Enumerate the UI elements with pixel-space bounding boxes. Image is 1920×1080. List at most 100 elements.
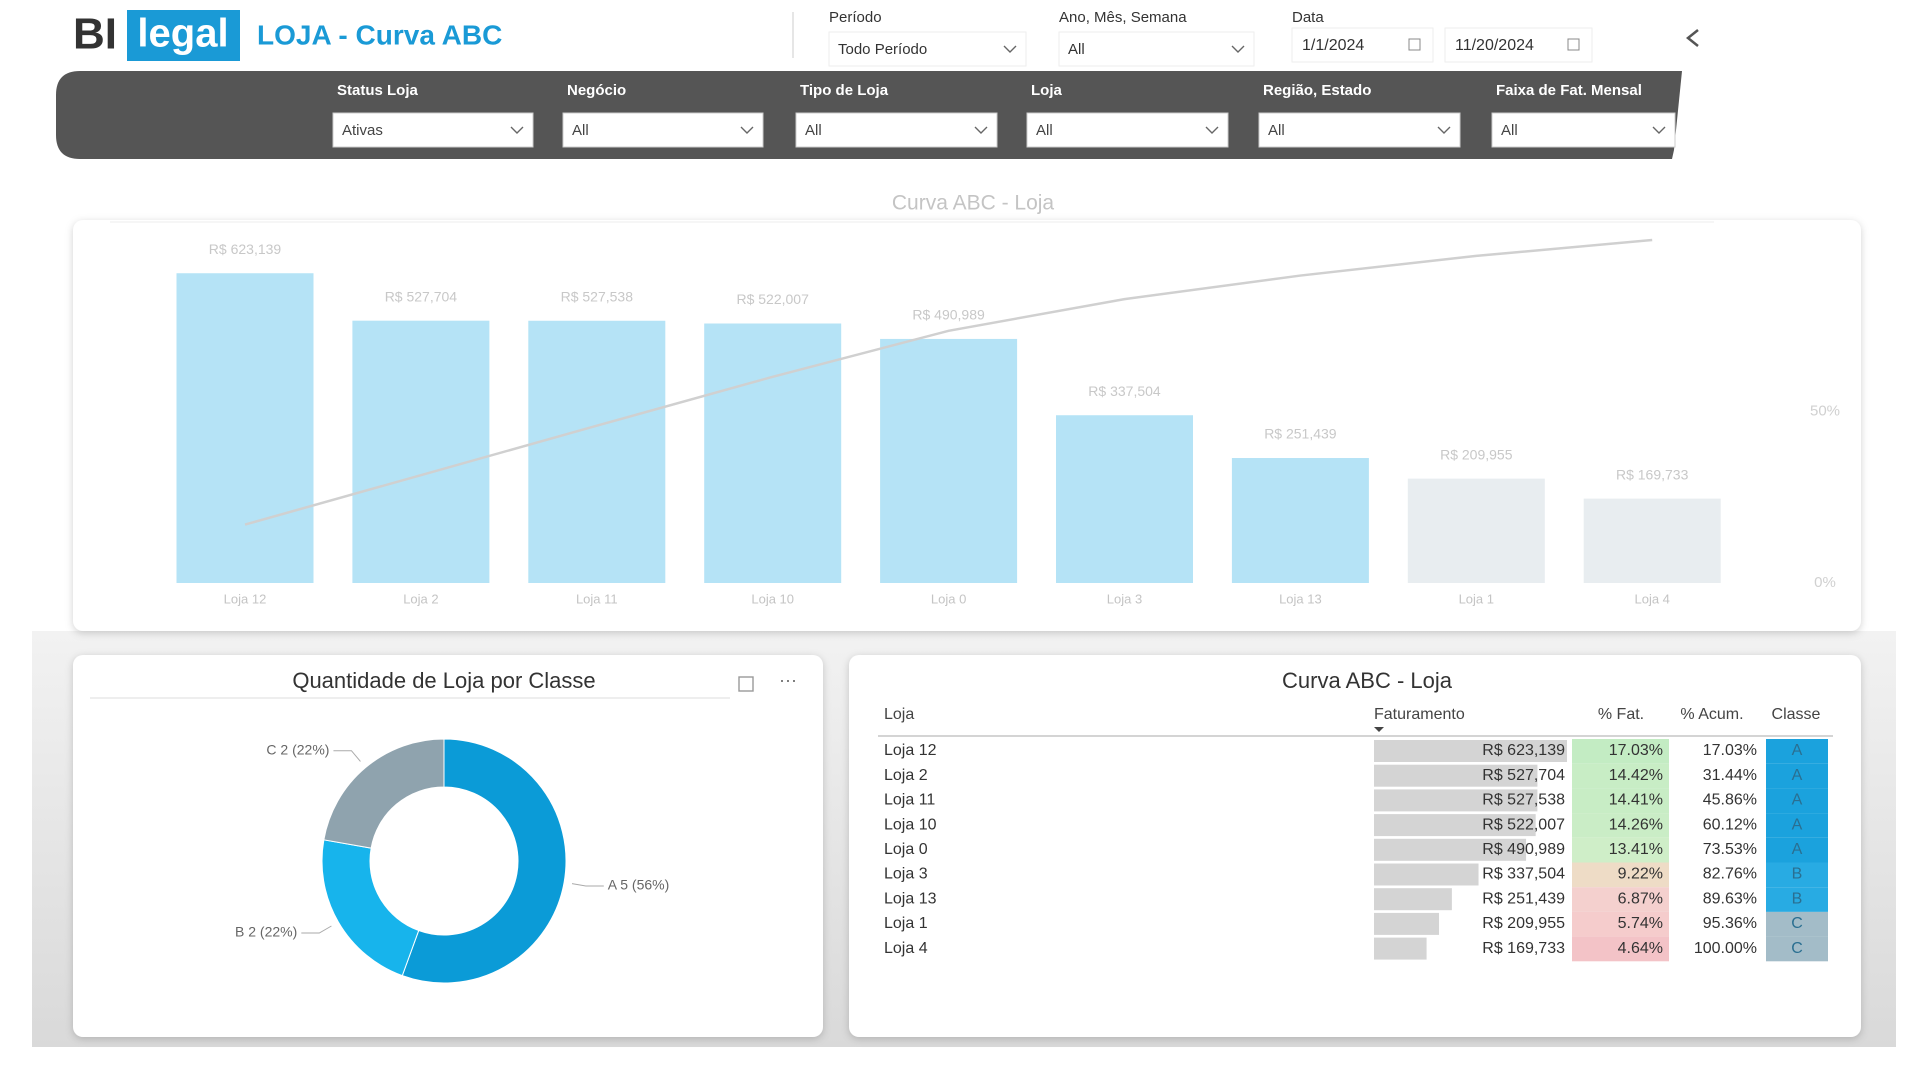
data-bar [1374,814,1536,837]
dropdown-value: All [572,122,589,139]
leader-line [333,750,361,762]
cell: 6.87% [1618,890,1663,907]
leader-line [571,883,604,887]
cell: 4.64% [1618,940,1663,957]
dropdown-value: All [1036,122,1053,139]
data-label: R$ 527,538 [561,288,634,304]
column-header: Loja [884,706,914,723]
donut-label: C 2 (22%) [266,741,329,757]
cell: R$ 337,504 [1482,866,1565,883]
x-tick-label: Loja 12 [224,591,267,606]
cell: R$ 527,704 [1482,767,1565,784]
x-tick-label: Loja 10 [751,591,794,606]
more-options-icon[interactable]: ⋯ [779,671,797,691]
chevron [1437,126,1451,134]
bar[interactable] [1583,498,1721,583]
cell: 73.53% [1703,841,1757,858]
bar[interactable] [176,273,314,583]
cell: R$ 251,439 [1482,890,1565,907]
donut-slice[interactable] [401,738,567,984]
class-cell [1766,813,1828,838]
dropdown-value: Ativas [342,122,383,139]
class-cell [1766,936,1828,962]
bar-chart-title: Curva ABC - Loja [892,192,1055,215]
cell: Loja 0 [884,841,928,858]
cell: Loja 4 [884,940,928,957]
bar[interactable] [528,320,666,583]
filter-label: Data [1292,9,1324,26]
class-cell [1766,911,1828,937]
bar[interactable] [1231,458,1369,583]
dropdown[interactable] [1258,112,1461,148]
dropdown-value: All [1501,122,1518,139]
class-cell [1766,739,1828,764]
dropdown[interactable] [1026,112,1229,148]
pct-cell [1572,763,1669,789]
cell: 45.86% [1703,792,1757,809]
cell: A [1792,742,1803,759]
chevron [1205,126,1219,134]
bar[interactable] [352,320,490,583]
bar[interactable] [1056,415,1193,583]
donut-label: A 5 (56%) [608,877,669,893]
cell: A [1792,767,1803,784]
cell: R$ 490,989 [1482,841,1565,858]
cell: 82.76% [1703,866,1757,883]
x-tick-label: Loja 2 [403,591,438,606]
back-button[interactable] [1685,29,1699,47]
x-tick-label: Loja 0 [931,591,966,606]
donut-slice[interactable] [323,738,445,849]
pct-cell [1572,936,1669,962]
logo-bi: BI [73,10,117,59]
dropdown[interactable] [1491,112,1676,148]
y2-tick-label: 0% [1814,574,1836,591]
cell: A [1792,841,1803,858]
dropdown[interactable] [828,31,1027,67]
cell: 13.41% [1609,841,1663,858]
data-bar [1374,789,1538,812]
slicer-label: Faixa de Fat. Mensal [1496,82,1642,99]
class-cell [1766,763,1828,789]
pct-cell [1572,862,1669,888]
dropdown[interactable] [332,112,534,148]
x-tick-label: Loja 13 [1279,591,1322,606]
cell: R$ 169,733 [1482,940,1565,957]
cell: R$ 527,538 [1482,792,1565,809]
dropdown-value: All [1268,122,1285,139]
bar[interactable] [880,338,1018,583]
class-cell [1766,862,1828,888]
pct-cell [1572,813,1669,838]
column-header: Faturamento [1374,706,1465,723]
cell: 14.42% [1609,767,1663,784]
data-bar [1374,764,1538,787]
cell: Loja 10 [884,816,937,833]
cell: C [1791,915,1803,932]
page-title: LOJA - Curva ABC [257,19,502,50]
cell: 89.63% [1703,890,1757,907]
data-bar [1374,863,1479,886]
dropdown[interactable] [562,112,764,148]
focus-mode-icon[interactable] [738,676,754,692]
cell: 17.03% [1609,742,1663,759]
x-tick-label: Loja 1 [1459,591,1494,606]
dropdown[interactable] [1058,31,1255,67]
data-bar [1374,937,1427,960]
slicer-label: Status Loja [337,82,419,99]
data-label: R$ 522,007 [736,291,809,307]
pct-cell [1572,739,1669,764]
dropdown[interactable] [795,112,998,148]
data-label: R$ 209,955 [1440,446,1513,462]
chevron [510,126,524,134]
class-cell [1766,788,1828,814]
y2-tick-label: 50% [1810,402,1840,419]
class-cell [1766,887,1828,912]
bar[interactable] [704,323,842,583]
cell: C [1791,940,1803,957]
cell: R$ 522,007 [1482,816,1565,833]
cell: Loja 12 [884,742,937,759]
cell: B [1792,866,1803,883]
cell: 95.36% [1703,915,1757,932]
bar[interactable] [1407,478,1545,583]
sort-indicator [1374,727,1384,732]
